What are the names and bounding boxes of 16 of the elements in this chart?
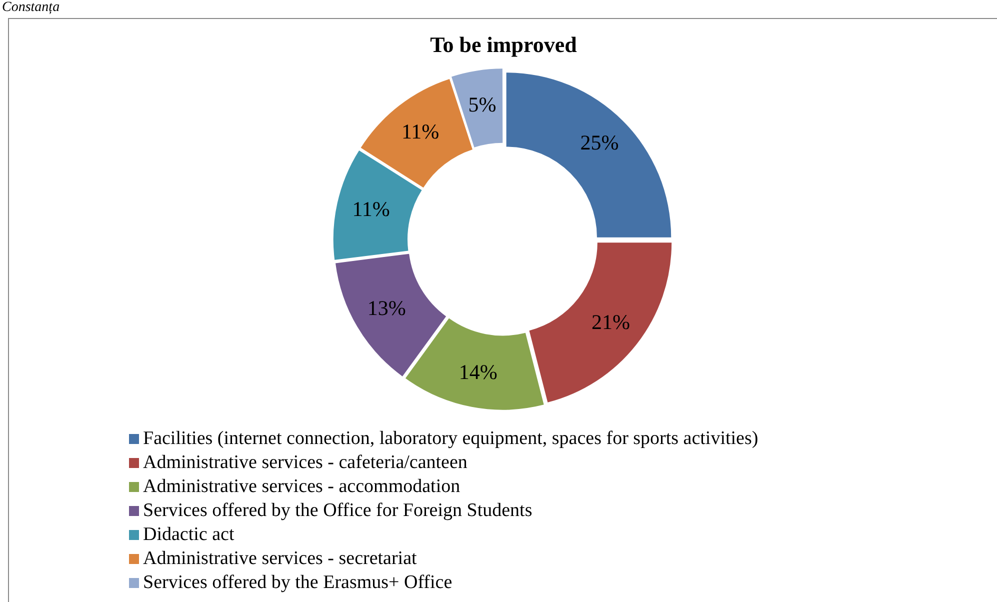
- chart-title: To be improved: [430, 32, 577, 57]
- legend-label: Didactic act: [143, 523, 234, 547]
- data-label: 13%: [367, 296, 406, 320]
- legend-label: Administrative services - cafeteria/canteen: [143, 451, 468, 475]
- legend-label: Services offered by the Erasmus+ Office: [143, 571, 452, 595]
- text: Constanța: [2, 0, 60, 16]
- legend-label: Administrative services - secretariat: [143, 547, 417, 571]
- legend-label: Facilities (internet connection, laboratory equipment, spaces for sports activities): [143, 427, 758, 451]
- data-label: 5%: [468, 92, 496, 117]
- data-label: 14%: [458, 360, 498, 384]
- data-label: 11%: [352, 197, 390, 222]
- data-label: 11%: [401, 119, 440, 144]
- data-label: 21%: [591, 310, 630, 334]
- legend-label: Administrative services - accommodation: [143, 475, 460, 499]
- legend-label: Services offered by the Office for Foreign Students: [143, 499, 532, 523]
- data-label: 25%: [580, 130, 619, 155]
